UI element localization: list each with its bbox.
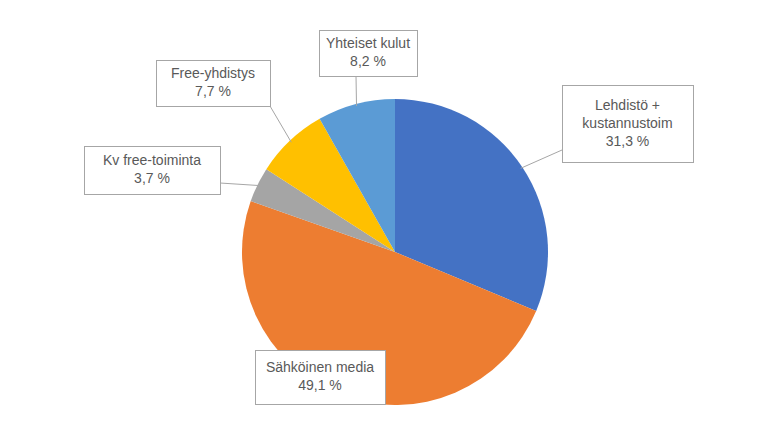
- label-box: [563, 86, 694, 163]
- leader-line: [521, 150, 562, 168]
- leader-line: [356, 76, 358, 106]
- value-label: 7,7 %: [195, 83, 231, 99]
- category-label: Free-yhdistys: [171, 65, 255, 81]
- labels: Lehdistö +kustannustoim 31,3 % Sähköinen m…: [85, 31, 694, 405]
- label-box: [85, 147, 221, 195]
- slices: [242, 99, 548, 405]
- value-label: 8,2 %: [350, 53, 386, 69]
- label-box: [256, 351, 386, 405]
- category-label: Lehdistö +kustannustoim: [582, 97, 672, 131]
- value-label: 3,7 %: [134, 170, 170, 186]
- leader-line: [270, 106, 291, 142]
- pie-slice: [320, 99, 395, 252]
- value-label: 31,3 %: [606, 133, 650, 149]
- category-label: Yhteiset kulut: [326, 35, 410, 51]
- label-box: [320, 31, 418, 77]
- leader-line: [220, 183, 259, 186]
- chart: Lehdistö +kustannustoim 31,3 % Sähköinen m…: [0, 0, 767, 431]
- value-label: 49,1 %: [298, 377, 342, 393]
- category-label: Kv free-toiminta: [103, 152, 201, 168]
- category-label: Sähköinen media: [266, 359, 374, 375]
- leader-lines: [220, 76, 562, 396]
- label-box: [157, 61, 271, 107]
